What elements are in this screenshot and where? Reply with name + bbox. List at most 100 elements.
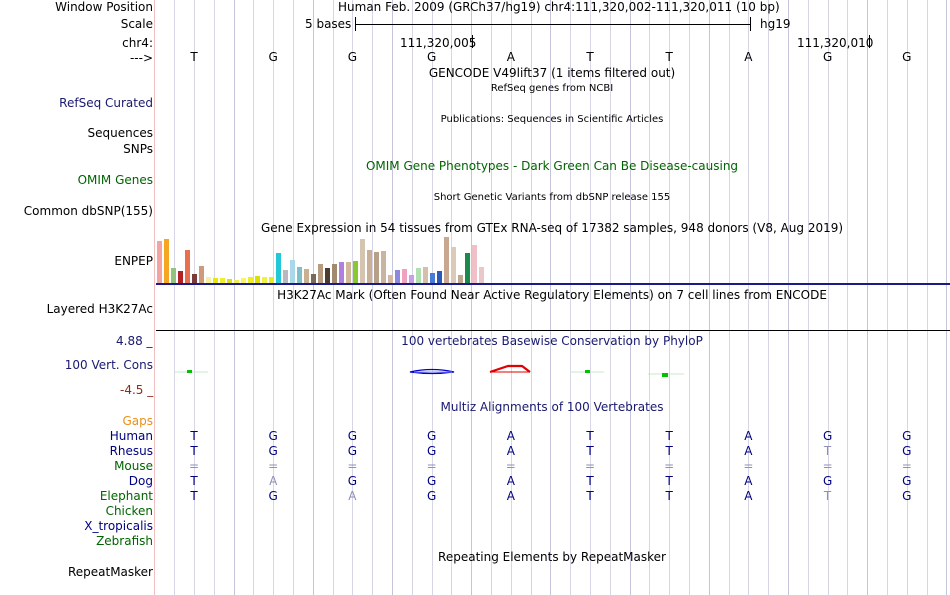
species-label[interactable]: Mouse	[114, 459, 153, 473]
gtex-tissue-bar[interactable]	[164, 239, 169, 283]
gtex-tissue-bar[interactable]	[213, 278, 218, 283]
omim-track-title[interactable]: OMIM Gene Phenotypes - Dark Green Can Be…	[365, 159, 739, 173]
gtex-gene-label[interactable]: ENPEP	[114, 254, 153, 268]
gtex-tissue-bar[interactable]	[206, 277, 211, 283]
phylop-track-title[interactable]: 100 vertebrates Basewise Conservation by…	[401, 334, 703, 348]
aligned-base: T	[586, 429, 594, 443]
h3k27ac-label[interactable]: Layered H3K27Ac	[46, 302, 153, 316]
gtex-tissue-bar[interactable]	[325, 268, 330, 283]
aligned-base: T	[190, 429, 198, 443]
species-label[interactable]: Chicken	[105, 504, 153, 518]
phylop-label[interactable]: 100 Vert. Cons	[64, 358, 153, 372]
species-label[interactable]: Elephant	[99, 489, 153, 503]
gtex-tissue-bar[interactable]	[339, 262, 344, 283]
gtex-tissue-bar[interactable]	[458, 275, 463, 283]
aligned-base: G	[822, 474, 833, 488]
h3k27ac-track-title[interactable]: H3K27Ac Mark (Often Found Near Active Re…	[277, 288, 827, 302]
repeatmasker-label[interactable]: RepeatMasker	[67, 565, 153, 579]
coord-tick-mark-1	[472, 35, 473, 48]
gridline	[511, 0, 512, 595]
gtex-tissue-bar[interactable]	[367, 250, 372, 283]
gtex-tissue-bar[interactable]	[304, 269, 309, 283]
gtex-tissue-bar[interactable]	[269, 277, 274, 283]
aligned-base: =	[505, 459, 516, 473]
gtex-tissue-bar[interactable]	[388, 275, 393, 283]
gtex-tissue-bar[interactable]	[381, 251, 386, 283]
species-label[interactable]: Dog	[128, 474, 153, 488]
gtex-tissue-bar[interactable]	[346, 262, 351, 283]
gtex-tissue-bar[interactable]	[423, 267, 428, 283]
gtex-tissue-bar[interactable]	[465, 253, 470, 283]
snps-label[interactable]: SNPs	[123, 142, 153, 156]
gtex-tissue-bar[interactable]	[192, 274, 197, 283]
gtex-tissue-bar[interactable]	[402, 269, 407, 283]
gtex-tissue-bar[interactable]	[332, 264, 337, 283]
aligned-base: G	[426, 429, 437, 443]
gtex-tissue-bar[interactable]	[444, 237, 449, 283]
aligned-base: A	[506, 429, 515, 443]
refseq-track-subtitle[interactable]: RefSeq genes from NCBI	[490, 83, 614, 94]
aligned-base: G	[902, 429, 912, 443]
dbsnp-label[interactable]: Common dbSNP(155)	[23, 204, 153, 218]
omim-genes-label[interactable]: OMIM Genes	[77, 173, 153, 187]
gridline	[847, 0, 848, 595]
gtex-tissue-bar[interactable]	[437, 271, 442, 283]
phylop-conservation-plot[interactable]	[156, 352, 950, 382]
species-label[interactable]: Human	[109, 429, 153, 443]
repeatmasker-track-title[interactable]: Repeating Elements by RepeatMasker	[438, 550, 666, 564]
publications-track-title[interactable]: Publications: Sequences in Scientific Ar…	[440, 114, 664, 125]
gtex-tissue-bar[interactable]	[248, 277, 253, 283]
gtex-tissue-bar[interactable]	[318, 264, 323, 283]
gtex-tissue-bar[interactable]	[241, 278, 246, 283]
gtex-tissue-bar[interactable]	[360, 239, 365, 283]
gtex-track-title[interactable]: Gene Expression in 54 tissues from GTEx …	[260, 221, 844, 235]
phylop-max-label: 4.88 _	[116, 334, 153, 348]
gtex-tissue-bar[interactable]	[234, 280, 239, 283]
gtex-tissue-bar[interactable]	[157, 241, 162, 283]
gtex-tissue-bar[interactable]	[451, 247, 456, 283]
gtex-tissue-bar[interactable]	[430, 273, 435, 283]
strand-label: --->	[129, 51, 153, 65]
gtex-tissue-bar[interactable]	[185, 250, 190, 283]
aligned-base: G	[268, 444, 278, 458]
gridline	[709, 0, 710, 595]
species-label[interactable]: Rhesus	[109, 444, 153, 458]
gtex-tissue-bar[interactable]	[395, 270, 400, 283]
aligned-base: =	[743, 459, 754, 473]
gtex-tissue-bar[interactable]	[199, 266, 204, 283]
gencode-track-title[interactable]: GENCODE V49lift37 (1 items filtered out)	[428, 66, 676, 80]
gtex-tissue-bar[interactable]	[353, 261, 358, 283]
gtex-tissue-bar[interactable]	[276, 253, 281, 283]
gtex-tissue-bar[interactable]	[311, 274, 316, 283]
gtex-tissue-bar[interactable]	[178, 271, 183, 283]
gtex-tissue-bar[interactable]	[374, 252, 379, 283]
gtex-tissue-bar[interactable]	[283, 270, 288, 283]
multiz-track-title[interactable]: Multiz Alignments of 100 Vertebrates	[440, 400, 664, 414]
species-label[interactable]: Zebrafish	[96, 534, 153, 548]
reference-base: T	[586, 50, 594, 64]
gtex-tissue-bar[interactable]	[416, 268, 421, 283]
refseq-curated-label[interactable]: RefSeq Curated	[59, 96, 153, 110]
gtex-tissue-bar[interactable]	[255, 276, 260, 283]
dbsnp-track-title[interactable]: Short Genetic Variants from dbSNP releas…	[433, 192, 671, 203]
gridline	[610, 0, 611, 595]
gtex-tissue-bar[interactable]	[409, 275, 414, 283]
sequences-label[interactable]: Sequences	[87, 126, 153, 140]
gene-model-line	[156, 283, 950, 285]
gtex-tissue-bar[interactable]	[220, 278, 225, 283]
gridline	[590, 0, 591, 595]
gtex-tissue-bar[interactable]	[262, 277, 267, 283]
scale-label: Scale	[120, 17, 153, 31]
gridline	[432, 0, 433, 595]
gtex-expression-bars[interactable]	[156, 237, 950, 283]
gtex-tissue-bar[interactable]	[171, 268, 176, 283]
gtex-tissue-bar[interactable]	[479, 267, 484, 283]
reference-base: A	[506, 50, 515, 64]
aligned-base: A	[744, 444, 753, 458]
gtex-tissue-bar[interactable]	[297, 267, 302, 283]
gtex-tissue-bar[interactable]	[227, 279, 232, 283]
gtex-tissue-bar[interactable]	[472, 245, 477, 283]
gtex-tissue-bar[interactable]	[290, 260, 295, 283]
species-label[interactable]: X_tropicalis	[84, 519, 153, 533]
gaps-label[interactable]: Gaps	[122, 414, 153, 428]
